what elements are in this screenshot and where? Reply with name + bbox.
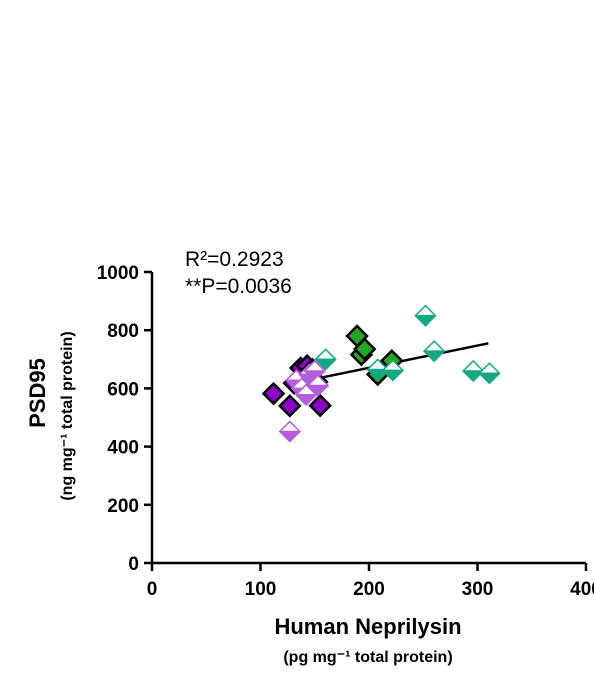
y-tick-label: 1000 [97,263,139,284]
y-tick-label: 0 [128,554,139,575]
p-value-annotation: **P=0.0036 [185,275,292,298]
diamond-lower-half [295,394,317,406]
diamond-lower-half [423,350,445,362]
diamond-marker [352,337,377,361]
y-axis-sublabel: (ng mg⁻¹ total protein) [59,331,76,500]
data-point [306,374,330,397]
data-marks [261,304,501,443]
y-axis-label: PSD95 [25,358,50,428]
diamond-lower-half [414,314,437,327]
data-point [352,337,377,361]
y-tick-label: 200 [107,496,139,517]
x-tick-label: 100 [245,579,277,600]
y-tick-label: 400 [107,438,139,459]
x-axis-label: Human Neprilysin [274,614,461,639]
diamond-lower-half [279,430,301,443]
r-squared-annotation: R²=0.2923 [185,248,284,271]
y-tick-label: 600 [107,379,139,400]
diamond-lower-half [304,370,326,382]
diamond-lower-half [382,369,404,382]
diamond-lower-half [366,368,389,381]
x-tick-label: 300 [462,579,494,600]
data-point [381,359,404,382]
diamond-marker [278,394,302,418]
data-point [295,383,318,406]
y-tick-label: 800 [107,321,139,342]
x-tick-label: 400 [570,579,594,600]
data-point [278,394,302,418]
data-point [462,359,485,383]
diamond-lower-half [462,370,484,382]
x-tick-label: 0 [147,579,158,600]
data-point [478,362,501,385]
diamond-lower-half [307,384,329,397]
data-point [366,358,389,381]
data-point [414,304,437,327]
data-point [423,340,446,363]
diamond-marker [261,381,286,406]
axes: 0 100 200 300 400 0 200 400 600 800 1000 [97,263,594,600]
data-point [278,420,301,443]
x-tick-label: 200 [353,579,385,600]
diamond-lower-half [478,372,501,385]
data-point [261,381,286,406]
diamond-lower-half [314,358,337,371]
x-axis-sublabel: (pg mg⁻¹ total protein) [283,649,452,666]
data-point [308,393,332,418]
data-point [314,348,337,371]
diamond-marker [308,393,332,418]
